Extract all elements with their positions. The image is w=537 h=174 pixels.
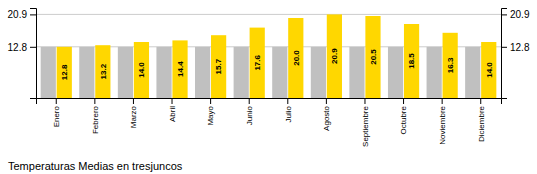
y2-axis: 12.8 20.9: [501, 9, 530, 99]
tick: Mayo: [206, 98, 215, 126]
tick-label: Abril: [168, 106, 177, 122]
tick: Octubre: [399, 98, 408, 134]
axis-line: [30, 9, 37, 99]
bar: [195, 47, 210, 98]
data-label: 16.3: [446, 57, 455, 73]
tick: Febrero: [91, 98, 100, 134]
y-axis: 12.8 20.9: [8, 9, 37, 99]
tick-label: Septiembre: [361, 105, 370, 146]
tick-mark: [133, 98, 134, 104]
tick: 12.8: [501, 42, 530, 53]
grid: [36, 14, 501, 46]
tick-mark: [403, 98, 404, 104]
tick-mark: [30, 14, 36, 15]
tick-mark: [442, 98, 443, 104]
tick: Noviembre: [438, 98, 447, 145]
bar: [250, 28, 265, 98]
tick: Junio: [245, 98, 254, 125]
tick-label: Octubre: [399, 105, 408, 134]
tick: Septiembre: [361, 98, 370, 147]
bar: [172, 40, 187, 98]
grid-line: [36, 14, 501, 15]
data-label: 12.8: [60, 64, 69, 80]
bar: [234, 47, 249, 98]
x-axis: Enero Febrero Marzo Abril Mayo Junio Julio Agos…: [37, 98, 502, 147]
data-label: 13.2: [99, 63, 108, 79]
tick-label: 20.9: [510, 9, 530, 20]
tick-label: Mayo: [206, 105, 215, 125]
bar: [349, 47, 364, 98]
tick-mark: [30, 47, 36, 48]
tick-label: Julio: [284, 105, 293, 122]
bar: [134, 42, 149, 98]
bar: [272, 47, 287, 98]
tick-mark: [364, 98, 365, 104]
tick-label: Agosto: [322, 105, 331, 130]
bar-series: [57, 14, 497, 98]
tick-label: 12.8: [8, 42, 28, 53]
bar: [427, 47, 442, 98]
bar: [388, 47, 403, 98]
bar: [118, 47, 133, 98]
axis-line: [502, 9, 508, 99]
tick: 20.9: [8, 9, 36, 20]
tick-label: Marzo: [129, 105, 138, 128]
chart: 12.8 13.2 14.0 14.4 15.7 17.6 20.0 20.9 20.5 18.5…: [0, 0, 537, 174]
bar: [79, 47, 94, 98]
tick-label: Noviembre: [438, 105, 447, 144]
plot: 12.8 13.2 14.0 14.4 15.7 17.6 20.0 20.9 20.5 18.5…: [8, 9, 530, 147]
data-label: 17.6: [253, 54, 262, 70]
tick-label: Junio: [245, 105, 254, 125]
tick-mark: [249, 98, 250, 104]
tick-mark: [56, 98, 57, 104]
bar: [41, 47, 56, 98]
bar: [311, 47, 326, 98]
data-label: 20.5: [369, 49, 378, 65]
data-label: 14.0: [485, 62, 494, 78]
tick-label: Diciembre: [477, 105, 486, 142]
bar: [365, 16, 380, 98]
title: Temperaturas Medias en tresjuncos: [8, 160, 183, 172]
bar: [465, 47, 480, 98]
data-label: 14.4: [176, 61, 185, 77]
tick-mark: [501, 47, 507, 48]
bar: [404, 24, 419, 98]
data-label: 20.9: [330, 48, 339, 64]
data-label: 20.0: [292, 50, 301, 66]
tick: Abril: [168, 98, 177, 122]
tick-mark: [480, 98, 481, 104]
tick-mark: [210, 98, 211, 104]
tick: Enero: [52, 98, 61, 127]
tick: Julio: [284, 98, 293, 122]
tick-label: Enero: [52, 105, 61, 127]
tick-label: 20.9: [8, 9, 28, 20]
data-labels: 12.8 13.2 14.0 14.4 15.7 17.6 20.0 20.9 20.5 18.5…: [60, 48, 493, 80]
bar: [95, 45, 110, 98]
bar: [481, 42, 496, 98]
data-label: 18.5: [407, 53, 416, 69]
bar: [57, 47, 72, 98]
bar: [211, 35, 226, 98]
tick-mark: [501, 14, 507, 15]
bar: [156, 47, 171, 98]
tick: Diciembre: [477, 98, 486, 142]
axis-line: [37, 99, 502, 105]
data-label: 14.0: [137, 62, 146, 78]
tick: 20.9: [501, 9, 530, 20]
bar: [327, 14, 342, 98]
tick-mark: [172, 98, 173, 104]
tick: 12.8: [8, 42, 36, 53]
bar: [443, 33, 458, 98]
tick-mark: [287, 98, 288, 104]
data-label: 15.7: [214, 58, 223, 74]
tick: Agosto: [322, 98, 331, 131]
tick-mark: [326, 98, 327, 104]
tick-label: Febrero: [91, 105, 100, 134]
tick-mark: [94, 98, 95, 104]
bars: [41, 14, 497, 98]
bar: [288, 18, 303, 98]
tick-label: 12.8: [510, 42, 530, 53]
tick: Marzo: [129, 98, 138, 128]
